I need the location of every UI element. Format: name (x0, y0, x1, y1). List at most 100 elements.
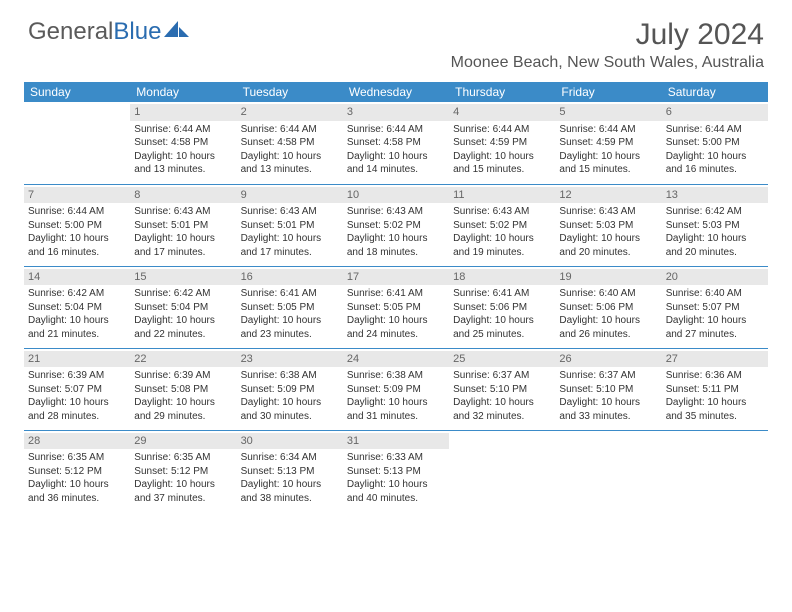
weekday-header: Tuesday (237, 82, 343, 102)
calendar-cell: 29Sunrise: 6:35 AMSunset: 5:12 PMDayligh… (130, 430, 236, 512)
calendar-cell: 2Sunrise: 6:44 AMSunset: 4:58 PMDaylight… (237, 102, 343, 184)
calendar-cell: 13Sunrise: 6:42 AMSunset: 5:03 PMDayligh… (662, 184, 768, 266)
sunset-text: Sunset: 5:04 PM (28, 301, 126, 315)
day-number: 31 (343, 433, 449, 450)
sunrise-text: Sunrise: 6:44 AM (134, 123, 232, 137)
daylight-text-2: and 31 minutes. (347, 410, 445, 424)
calendar-cell: 22Sunrise: 6:39 AMSunset: 5:08 PMDayligh… (130, 348, 236, 430)
daylight-text-1: Daylight: 10 hours (559, 396, 657, 410)
calendar-cell: 6Sunrise: 6:44 AMSunset: 5:00 PMDaylight… (662, 102, 768, 184)
daylight-text-2: and 32 minutes. (453, 410, 551, 424)
sunrise-text: Sunrise: 6:44 AM (559, 123, 657, 137)
sunrise-text: Sunrise: 6:43 AM (134, 205, 232, 219)
daylight-text-1: Daylight: 10 hours (347, 150, 445, 164)
daylight-text-2: and 19 minutes. (453, 246, 551, 260)
weekday-header: Monday (130, 82, 236, 102)
calendar-cell: 10Sunrise: 6:43 AMSunset: 5:02 PMDayligh… (343, 184, 449, 266)
calendar-cell: 12Sunrise: 6:43 AMSunset: 5:03 PMDayligh… (555, 184, 661, 266)
day-number: 29 (130, 433, 236, 450)
calendar-cell: 17Sunrise: 6:41 AMSunset: 5:05 PMDayligh… (343, 266, 449, 348)
daylight-text-1: Daylight: 10 hours (347, 396, 445, 410)
day-number: 24 (343, 351, 449, 368)
weekday-header: Thursday (449, 82, 555, 102)
calendar-cell: 7Sunrise: 6:44 AMSunset: 5:00 PMDaylight… (24, 184, 130, 266)
calendar-cell (24, 102, 130, 184)
sunrise-text: Sunrise: 6:43 AM (241, 205, 339, 219)
calendar-cell: 14Sunrise: 6:42 AMSunset: 5:04 PMDayligh… (24, 266, 130, 348)
sunrise-text: Sunrise: 6:42 AM (666, 205, 764, 219)
day-number: 12 (555, 187, 661, 204)
sunset-text: Sunset: 5:01 PM (241, 219, 339, 233)
daylight-text-2: and 23 minutes. (241, 328, 339, 342)
sunset-text: Sunset: 5:02 PM (453, 219, 551, 233)
daylight-text-1: Daylight: 10 hours (347, 232, 445, 246)
sunrise-text: Sunrise: 6:40 AM (559, 287, 657, 301)
calendar-cell: 20Sunrise: 6:40 AMSunset: 5:07 PMDayligh… (662, 266, 768, 348)
sunset-text: Sunset: 5:04 PM (134, 301, 232, 315)
calendar-cell: 8Sunrise: 6:43 AMSunset: 5:01 PMDaylight… (130, 184, 236, 266)
daylight-text-2: and 20 minutes. (559, 246, 657, 260)
daylight-text-1: Daylight: 10 hours (559, 232, 657, 246)
brand-part1: General (28, 18, 113, 46)
title-block: July 2024 Moonee Beach, New South Wales,… (451, 18, 764, 72)
calendar-cell: 26Sunrise: 6:37 AMSunset: 5:10 PMDayligh… (555, 348, 661, 430)
daylight-text-1: Daylight: 10 hours (241, 396, 339, 410)
daylight-text-2: and 37 minutes. (134, 492, 232, 506)
sunrise-text: Sunrise: 6:40 AM (666, 287, 764, 301)
daylight-text-1: Daylight: 10 hours (559, 150, 657, 164)
calendar-cell (555, 430, 661, 512)
calendar-cell: 28Sunrise: 6:35 AMSunset: 5:12 PMDayligh… (24, 430, 130, 512)
brand-logo: GeneralBlue (28, 18, 190, 46)
daylight-text-2: and 17 minutes. (134, 246, 232, 260)
day-number: 8 (130, 187, 236, 204)
day-number: 17 (343, 269, 449, 286)
daylight-text-2: and 20 minutes. (666, 246, 764, 260)
calendar-cell: 25Sunrise: 6:37 AMSunset: 5:10 PMDayligh… (449, 348, 555, 430)
daylight-text-2: and 28 minutes. (28, 410, 126, 424)
daylight-text-2: and 13 minutes. (241, 163, 339, 177)
calendar-body: 1Sunrise: 6:44 AMSunset: 4:58 PMDaylight… (24, 102, 768, 512)
daylight-text-2: and 22 minutes. (134, 328, 232, 342)
logo-sail-icon (164, 18, 190, 46)
daylight-text-2: and 16 minutes. (28, 246, 126, 260)
sunset-text: Sunset: 5:03 PM (559, 219, 657, 233)
daylight-text-1: Daylight: 10 hours (453, 396, 551, 410)
sunrise-text: Sunrise: 6:39 AM (28, 369, 126, 383)
sunset-text: Sunset: 5:13 PM (347, 465, 445, 479)
sunset-text: Sunset: 5:08 PM (134, 383, 232, 397)
daylight-text-1: Daylight: 10 hours (28, 314, 126, 328)
weekday-header: Friday (555, 82, 661, 102)
calendar-cell: 15Sunrise: 6:42 AMSunset: 5:04 PMDayligh… (130, 266, 236, 348)
daylight-text-1: Daylight: 10 hours (666, 150, 764, 164)
daylight-text-2: and 16 minutes. (666, 163, 764, 177)
day-number: 20 (662, 269, 768, 286)
daylight-text-1: Daylight: 10 hours (453, 314, 551, 328)
day-number: 6 (662, 104, 768, 121)
day-number: 14 (24, 269, 130, 286)
sunset-text: Sunset: 4:58 PM (347, 136, 445, 150)
calendar-cell (449, 430, 555, 512)
daylight-text-1: Daylight: 10 hours (134, 232, 232, 246)
daylight-text-1: Daylight: 10 hours (28, 478, 126, 492)
daylight-text-2: and 21 minutes. (28, 328, 126, 342)
sunset-text: Sunset: 4:58 PM (134, 136, 232, 150)
sunset-text: Sunset: 5:12 PM (134, 465, 232, 479)
day-number: 5 (555, 104, 661, 121)
day-number: 21 (24, 351, 130, 368)
calendar-cell: 24Sunrise: 6:38 AMSunset: 5:09 PMDayligh… (343, 348, 449, 430)
sunrise-text: Sunrise: 6:43 AM (559, 205, 657, 219)
calendar-table: SundayMondayTuesdayWednesdayThursdayFrid… (24, 82, 768, 512)
daylight-text-1: Daylight: 10 hours (666, 232, 764, 246)
calendar-cell: 11Sunrise: 6:43 AMSunset: 5:02 PMDayligh… (449, 184, 555, 266)
sunrise-text: Sunrise: 6:33 AM (347, 451, 445, 465)
sunrise-text: Sunrise: 6:44 AM (453, 123, 551, 137)
sunset-text: Sunset: 5:01 PM (134, 219, 232, 233)
day-number: 9 (237, 187, 343, 204)
sunrise-text: Sunrise: 6:44 AM (241, 123, 339, 137)
daylight-text-2: and 38 minutes. (241, 492, 339, 506)
daylight-text-1: Daylight: 10 hours (666, 314, 764, 328)
day-number: 10 (343, 187, 449, 204)
month-title: July 2024 (451, 18, 764, 52)
daylight-text-2: and 14 minutes. (347, 163, 445, 177)
daylight-text-1: Daylight: 10 hours (241, 232, 339, 246)
